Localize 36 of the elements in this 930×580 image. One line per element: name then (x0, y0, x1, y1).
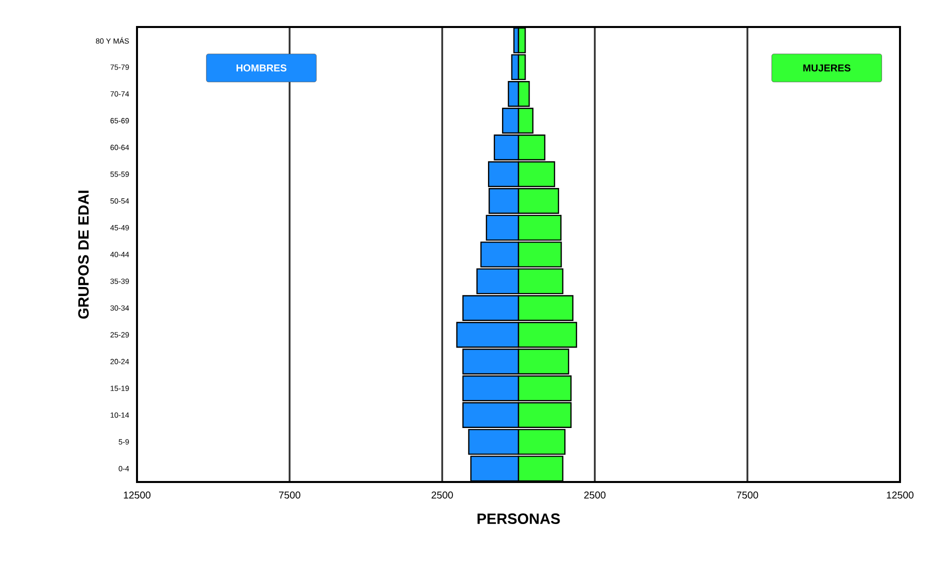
x-tick-label: 12500 (886, 492, 914, 499)
bar (518, 348, 570, 374)
bar (518, 402, 572, 428)
x-tick-label: 7500 (736, 492, 758, 499)
bar (494, 134, 520, 160)
text: HOMBRES (236, 64, 286, 72)
bar (518, 214, 562, 241)
bar (518, 428, 566, 455)
bar (518, 188, 560, 214)
bar (462, 295, 520, 321)
x-tick-label: 12500 (124, 492, 150, 499)
bar (518, 242, 562, 268)
bar (462, 402, 520, 428)
bar (518, 295, 574, 321)
x-tick-label: 2500 (584, 492, 606, 499)
bar (462, 375, 520, 402)
bar (486, 214, 520, 241)
bar (456, 322, 520, 348)
bar (518, 375, 572, 402)
y-axis-title: GRUPOS DE EDAI (78, 190, 89, 319)
bar (470, 456, 520, 482)
bar (518, 456, 564, 482)
bar (462, 348, 520, 374)
x-axis-title: PERSONAS (478, 513, 560, 524)
x-tick-label: 2500 (432, 492, 453, 499)
x-tick-label: 7500 (279, 492, 300, 499)
bar (488, 161, 520, 188)
bar (518, 161, 556, 188)
bar (480, 242, 520, 268)
bar (476, 268, 520, 294)
bar (518, 268, 564, 294)
bar (468, 428, 520, 455)
text: MUJERES (803, 64, 850, 72)
bar (518, 134, 546, 160)
bar (502, 108, 520, 134)
bar (518, 322, 578, 348)
